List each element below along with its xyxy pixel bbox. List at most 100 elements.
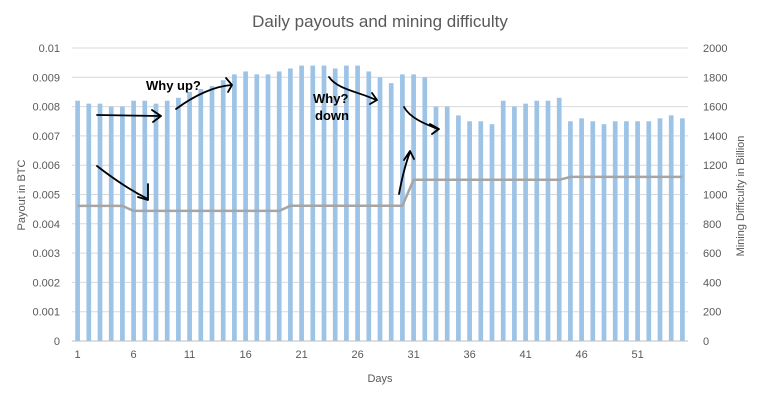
arrow-up-horizontal xyxy=(96,109,162,123)
y2-axis-title: Mining Difficulty in Billion xyxy=(735,136,747,257)
y2-tick-label: 1400 xyxy=(703,131,727,143)
y2-tick-label: 200 xyxy=(703,307,721,319)
payout-bar xyxy=(344,65,349,341)
x-tick-label: 41 xyxy=(519,349,531,361)
payout-bar xyxy=(142,100,148,342)
payout-bar xyxy=(232,74,237,342)
y2-tick-label: 600 xyxy=(703,248,721,260)
x-tick-label: 16 xyxy=(239,349,251,361)
x-tick-label: 1 xyxy=(75,349,81,361)
y2-tick-label: 800 xyxy=(703,219,721,231)
payout-bar xyxy=(579,118,584,341)
x-axis-title: Days xyxy=(367,373,393,385)
payout-bar xyxy=(254,74,260,342)
payout-bar xyxy=(164,100,170,342)
payout-bar xyxy=(556,97,562,341)
payout-bar xyxy=(108,106,114,341)
x-axis-ticks: 1 6 11 16 21 26 31 36 41 46 51 xyxy=(75,349,644,361)
y-tick-label: 0.008 xyxy=(32,102,60,114)
payout-bar xyxy=(456,115,461,341)
y2-tick-label: 1200 xyxy=(703,160,727,172)
payout-bar xyxy=(534,100,540,342)
chart-title: Daily payouts and mining difficulty xyxy=(252,12,508,31)
payout-bar xyxy=(120,106,125,341)
arrow-down-top xyxy=(328,76,378,105)
payout-bar xyxy=(153,103,159,341)
arrow-down-right xyxy=(403,106,440,135)
x-tick-label: 21 xyxy=(295,349,307,361)
payout-bar xyxy=(568,121,573,341)
x-tick-label: 26 xyxy=(351,349,363,361)
payout-bar xyxy=(400,74,405,342)
payout-bars xyxy=(75,65,685,342)
y-tick-label: 0.001 xyxy=(32,307,60,319)
y-tick-label: 0.006 xyxy=(32,160,60,172)
payout-bar xyxy=(668,115,674,341)
difficulty-line xyxy=(77,175,683,213)
payout-bar xyxy=(512,106,517,341)
payout-bar xyxy=(657,118,663,341)
annotation-arrows xyxy=(96,76,440,201)
payout-bar xyxy=(680,118,685,341)
difficulty-series-line xyxy=(77,175,683,213)
y2-tick-label: 2000 xyxy=(703,43,727,55)
x-tick-label: 36 xyxy=(463,349,475,361)
payout-bar xyxy=(646,121,652,341)
y-axis-left-ticks: 0 0.001 0.002 0.003 0.004 0.005 0.006 0.007 0.00… xyxy=(32,43,60,348)
payout-bar xyxy=(612,121,618,341)
payout-bar xyxy=(75,100,80,342)
payout-bar xyxy=(635,121,640,341)
y-axis-title: Payout in BTC xyxy=(16,159,28,230)
y2-tick-label: 0 xyxy=(703,336,709,348)
arrow-falling xyxy=(96,165,149,201)
payout-bar xyxy=(478,121,484,341)
payout-bar xyxy=(523,103,528,341)
payout-bar xyxy=(545,100,551,342)
annotation-why: Why? xyxy=(313,91,348,106)
payout-bar xyxy=(176,97,181,341)
payout-bar xyxy=(590,121,596,341)
y-tick-label: 0.002 xyxy=(32,277,60,289)
payout-bar xyxy=(411,74,416,342)
y-tick-label: 0.004 xyxy=(32,219,60,231)
payout-bar xyxy=(433,106,439,341)
payout-bar xyxy=(388,83,394,341)
y2-tick-label: 1000 xyxy=(703,190,727,202)
x-tick-label: 46 xyxy=(575,349,587,361)
payout-bar xyxy=(500,100,506,342)
y2-tick-label: 1600 xyxy=(703,102,727,114)
payout-bar xyxy=(187,91,192,341)
payout-bar xyxy=(321,65,327,341)
payout-bar xyxy=(601,124,607,342)
annotation-why-up: Why up? xyxy=(146,78,201,93)
payout-bar xyxy=(265,74,271,342)
payout-bar xyxy=(243,71,248,341)
payout-bar xyxy=(209,86,215,341)
arrow-rising xyxy=(175,77,233,110)
payout-bar xyxy=(97,103,103,341)
payout-bar xyxy=(276,71,282,341)
payout-bar xyxy=(422,77,428,342)
payout-bar xyxy=(355,65,360,341)
payout-bar xyxy=(489,124,495,342)
arrow-jump-up xyxy=(398,150,415,195)
payout-bar xyxy=(377,77,383,342)
y-axis-right-ticks: 0 200 400 600 800 1000 1200 1400 1600 1800 2000 xyxy=(703,43,727,348)
y2-tick-label: 400 xyxy=(703,277,721,289)
x-tick-label: 31 xyxy=(407,349,419,361)
y-tick-label: 0 xyxy=(54,336,60,348)
payout-bar xyxy=(624,121,629,341)
payout-bar xyxy=(444,106,450,341)
annotation-down: down xyxy=(315,108,349,123)
y-tick-label: 0.003 xyxy=(32,248,60,260)
x-tick-label: 51 xyxy=(631,349,643,361)
y-tick-label: 0.01 xyxy=(39,43,60,55)
payout-bar xyxy=(198,89,204,342)
y-tick-label: 0.005 xyxy=(32,190,60,202)
x-tick-label: 11 xyxy=(184,349,195,361)
payout-bar xyxy=(467,121,472,341)
payout-bar xyxy=(86,103,92,341)
payout-bar xyxy=(310,65,316,341)
x-tick-label: 6 xyxy=(131,349,137,361)
